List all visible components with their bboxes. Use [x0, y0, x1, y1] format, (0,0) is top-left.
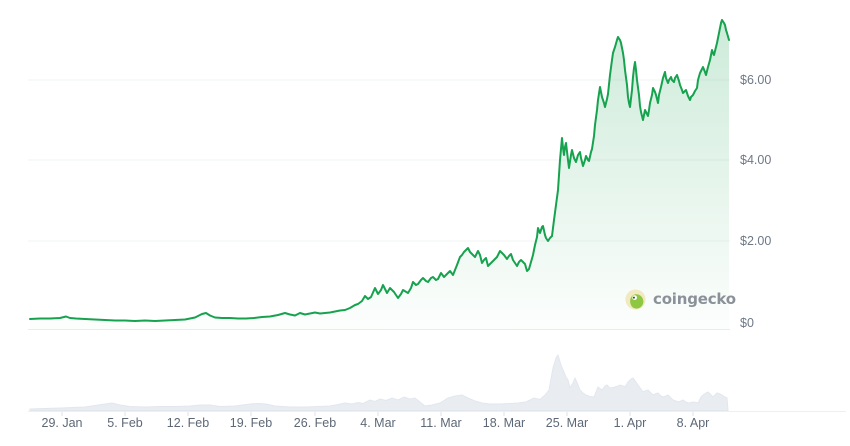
x-axis-label: 8. Apr: [676, 416, 710, 430]
x-axis-label: 11. Mar: [420, 416, 462, 430]
x-axis-label: 4. Mar: [360, 416, 396, 430]
y-axis-label: $4.00: [740, 153, 772, 167]
y-axis-label: $6.00: [740, 73, 772, 87]
x-axis-label: 26. Feb: [293, 416, 337, 430]
x-axis-label: 18. Mar: [482, 416, 526, 430]
y-axis-label: $0: [740, 316, 754, 330]
x-axis-label: 25. Mar: [545, 416, 589, 430]
watermark-label: coingecko: [653, 290, 736, 308]
coingecko-watermark: coingecko: [625, 288, 736, 310]
volume-area: [29, 353, 729, 411]
price-line: [29, 19, 730, 322]
x-axis-label: 29. Jan: [41, 416, 83, 430]
x-axis-label: 19. Feb: [229, 416, 273, 430]
x-axis-label: 1. Apr: [613, 416, 647, 430]
y-axis-label: $2.00: [740, 234, 772, 248]
price-area-fill: [30, 20, 729, 330]
coingecko-gecko-icon: [625, 288, 646, 310]
x-axis-label: 5. Feb: [107, 416, 143, 430]
x-axis-label: 12. Feb: [166, 416, 210, 430]
